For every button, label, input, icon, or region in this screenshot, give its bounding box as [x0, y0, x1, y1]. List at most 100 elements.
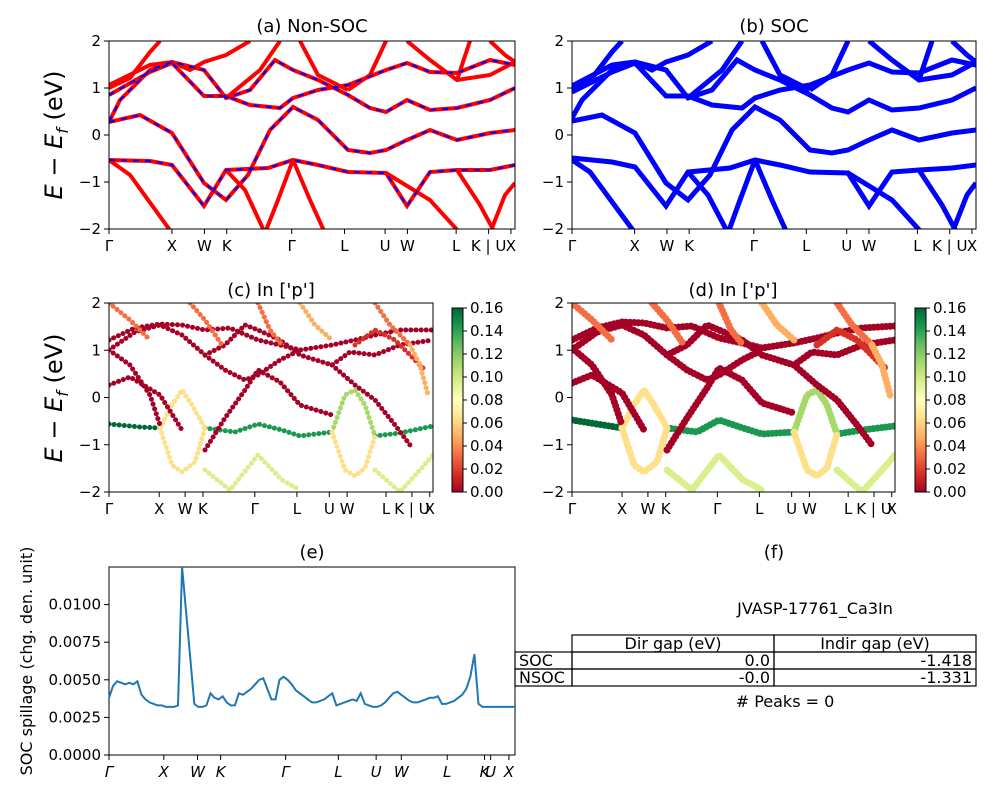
band-line [109, 104, 515, 203]
x-tick-label: X [167, 237, 177, 255]
colorbar-gradient [914, 307, 927, 493]
y-tick-label: 0 [91, 389, 101, 407]
panel-d-title: (d) In ['p'] [689, 280, 778, 301]
band-dots [407, 342, 431, 398]
band-dots [109, 303, 153, 343]
y-tick-label: −2 [542, 483, 564, 501]
x-tick-label: L [844, 500, 853, 518]
band-line [224, 41, 282, 100]
table-cell-value: -1.331 [920, 668, 972, 687]
band-dots [868, 341, 894, 399]
x-tick-label: K | U [394, 500, 429, 518]
colorbar-tick-label: 0.04 [470, 437, 503, 455]
band-line [109, 58, 515, 123]
y-tick-label: 1 [554, 341, 564, 359]
band-line [346, 41, 388, 92]
band-dots [663, 363, 798, 454]
panel-f: (f) JVASP-17761_Ca3In Dir gap (eV) Indir… [514, 542, 977, 711]
band-dots [663, 449, 766, 492]
band-dots [648, 303, 688, 349]
band-dots [790, 385, 841, 438]
panel-c-bands [109, 303, 433, 492]
band-line [109, 158, 172, 229]
band-dots [663, 416, 798, 438]
x-tick-label: X [617, 500, 627, 518]
colorbar-gradient [451, 307, 464, 493]
panel-b-title: (b) SOC [739, 16, 808, 37]
band-dots [372, 452, 433, 492]
band-dots [202, 347, 303, 383]
panel-a-yticks: 2 1 0 −1 −2 [79, 32, 109, 238]
panel-b-bands [572, 41, 976, 229]
x-tick-label: W [640, 500, 655, 518]
band-dots [202, 451, 303, 492]
band-dots [758, 303, 798, 344]
y-tick-label: 0 [554, 389, 564, 407]
y-tick-label: 0 [554, 126, 564, 144]
x-tick-label: X [506, 237, 516, 255]
panel-b-yticks: 2 1 0 −1 −2 [542, 32, 572, 238]
x-tick-label: X [158, 763, 170, 781]
y-tick-label: 2 [554, 294, 564, 312]
table-header: Dir gap (eV) [625, 634, 722, 653]
panel-c-title: (c) In ['p'] [227, 280, 314, 301]
x-tick-label: K [684, 237, 695, 255]
x-tick-label: K [661, 500, 672, 518]
band-dots [833, 303, 876, 349]
panel-a: (a) Non-SOC [79, 16, 516, 255]
band-line [726, 159, 758, 229]
colorbar-tick-label: 0.10 [470, 368, 503, 386]
band-line [489, 181, 515, 229]
soc-overlay-bands [109, 58, 515, 208]
peaks-count: # Peaks = 0 [736, 692, 835, 711]
x-tick-label: L [452, 237, 461, 255]
y-tick-label: −1 [79, 173, 101, 191]
band-dots [663, 346, 766, 384]
band-line [455, 41, 472, 81]
band-dots [329, 386, 378, 439]
y-tick-label: 1 [91, 341, 101, 359]
band-line [488, 41, 515, 64]
x-tick-label: L [443, 763, 451, 781]
colorbar-tick-label: 0.16 [470, 299, 503, 317]
band-dots [618, 424, 671, 477]
y-tick-label: −1 [542, 436, 564, 454]
x-tick-label: U [485, 763, 496, 781]
panel-d: (d) In ['p'] 2 1 0 −1 −2 [542, 280, 967, 518]
x-tick-label: U [786, 500, 797, 518]
y-tick-label: 2 [554, 32, 564, 50]
x-tick-label: X [425, 500, 435, 518]
band-dots [109, 421, 163, 431]
colorbar-tick-label: 0.12 [470, 345, 503, 363]
x-tick-label: K [216, 763, 227, 781]
table-cell [773, 668, 977, 687]
gap-table [514, 634, 977, 687]
x-tick-label: W [394, 763, 410, 781]
x-tick-label: X [629, 237, 639, 255]
panel-e: (e) SOC spillage (chg. den. unit) 0.0100… [17, 542, 516, 781]
x-tick-label: K | U [932, 237, 967, 255]
band-line [572, 41, 624, 93]
table-cell-value: -1.418 [920, 651, 972, 670]
y-tick-label: 2 [91, 294, 101, 312]
band-dots [157, 425, 208, 476]
band-dots [572, 303, 616, 344]
table-cell-value: -0.0 [739, 668, 770, 687]
x-tick-label: U [841, 237, 852, 255]
colorbar-tick-label: 0.02 [933, 460, 966, 478]
band-dots [329, 429, 378, 480]
x-tick-label: U [380, 237, 391, 255]
x-tick-label: Γ [251, 500, 260, 518]
table-header: Indir gap (eV) [820, 634, 930, 653]
x-tick-label: W [802, 500, 817, 518]
x-tick-label: L [802, 237, 811, 255]
x-tick-label: Γ [105, 763, 115, 781]
x-tick-label: K | U [856, 500, 891, 518]
x-tick-label: K [222, 237, 233, 255]
y-tick-label: 0.0100 [49, 596, 102, 614]
band-line [298, 41, 349, 92]
y-tick-label: −2 [79, 220, 101, 238]
